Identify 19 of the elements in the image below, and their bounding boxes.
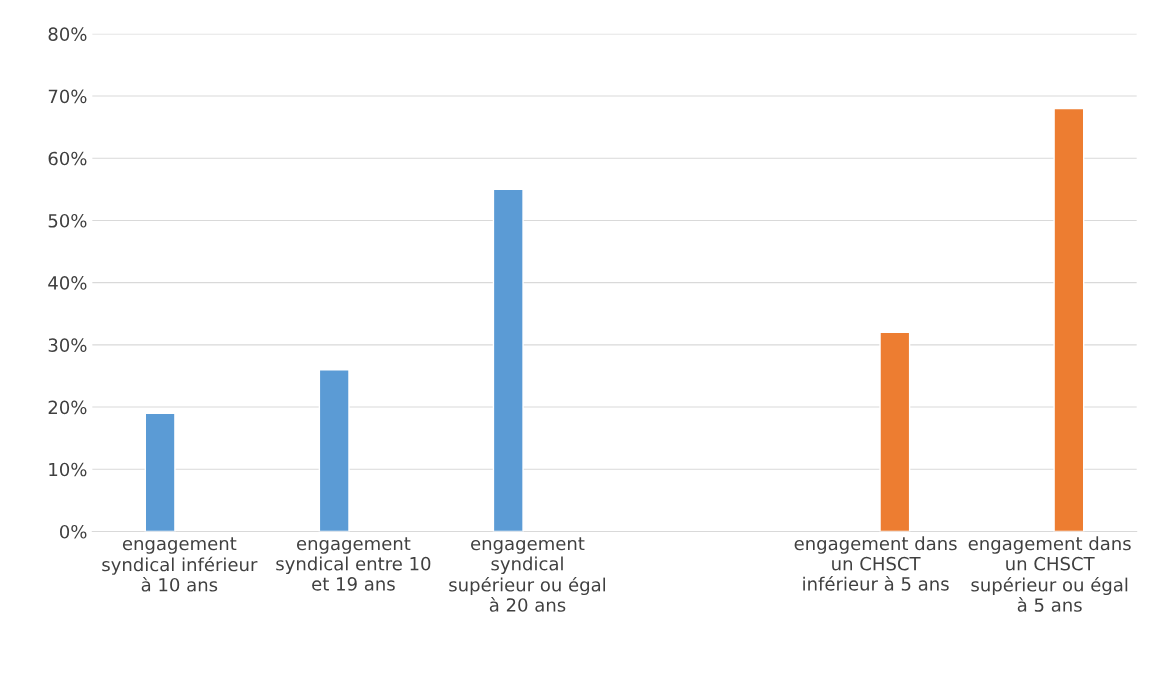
y-tick-label: 30%: [48, 338, 87, 352]
x-tick-label: engagement dans un CHSCT supérieur ou égal à 5 ans: [968, 536, 1131, 612]
y-tick-label: 80%: [48, 27, 87, 41]
y-tick-label: 40%: [48, 276, 87, 290]
y-tick-label: 0%: [60, 524, 87, 539]
bar: [144, 412, 176, 532]
x-tick-label: engagement dans un CHSCT inférieur à 5 ans: [794, 536, 957, 591]
y-tick-label: 60%: [48, 151, 87, 166]
x-tick-label: engagement syndical entre 10 et 19 ans: [276, 537, 431, 591]
bar: [1053, 107, 1085, 532]
y-tick-label: 70%: [48, 89, 87, 104]
y-tick-label: 50%: [48, 213, 87, 228]
x-tick-label: engagement syndical inférieur à 10 ans: [102, 537, 258, 592]
y-tick-label: 10%: [49, 462, 87, 477]
bar: [879, 331, 911, 532]
bar: [492, 188, 524, 532]
x-tick-label: engagement syndical supérieur ou égal à 20 ans: [449, 537, 606, 612]
bar: [318, 369, 350, 532]
y-tick-label: 20%: [48, 400, 87, 415]
